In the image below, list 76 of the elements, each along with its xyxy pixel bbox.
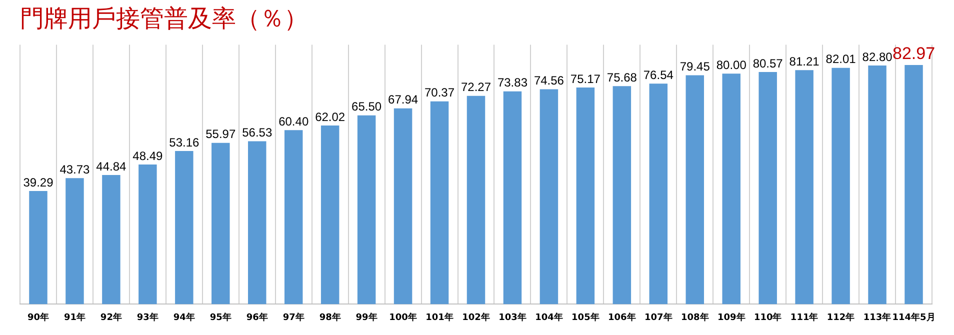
x-tick-label: 100年 [389, 312, 417, 323]
bar [722, 74, 740, 304]
x-tick-label: 113年 [863, 312, 892, 323]
bar [175, 150, 194, 304]
bar [466, 96, 486, 304]
bar [102, 174, 120, 304]
x-tick-label: 90年 [27, 312, 50, 323]
x-tick-label: 93年 [136, 312, 158, 323]
x-tick-label: 102年 [462, 312, 490, 323]
data-label: 73.83 [497, 76, 528, 90]
data-label: 80.57 [752, 56, 784, 70]
bar [649, 84, 668, 304]
bar [904, 65, 923, 304]
x-tick-label: 109年 [717, 312, 746, 323]
data-label: 76.54 [643, 68, 674, 82]
data-label: 75.68 [606, 70, 638, 84]
data-label: 43.73 [60, 162, 90, 176]
x-tick-label: 104年 [535, 312, 563, 323]
data-label: 82.80 [862, 50, 893, 64]
bar [686, 75, 704, 304]
bar [66, 178, 84, 304]
data-label: 80.00 [716, 58, 747, 72]
data-label: 75.17 [570, 72, 601, 86]
bar [576, 88, 595, 304]
x-tick-label: 112年 [826, 312, 855, 323]
x-tick-label: 106年 [608, 312, 636, 323]
data-label: 67.94 [388, 92, 418, 107]
x-tick-label: 99年 [356, 312, 378, 323]
x-tick-label: 111年 [790, 312, 818, 323]
data-label: 82.01 [826, 52, 856, 66]
chart-title: 門牌用戶接管普及率（％） [20, 4, 308, 33]
bar [212, 142, 230, 304]
x-tick-label: 96年 [246, 312, 268, 323]
data-label: 44.84 [96, 159, 127, 174]
x-tick-label: 95年 [210, 312, 232, 323]
bar [394, 108, 412, 304]
data-label: 60.40 [278, 114, 309, 128]
bar [284, 130, 303, 304]
bar [540, 89, 558, 304]
bar [758, 72, 777, 304]
x-tick-label: 107年 [644, 312, 672, 323]
bar [503, 91, 522, 304]
data-label: 39.29 [23, 175, 54, 190]
x-tick-label: 91年 [64, 312, 86, 323]
bar [320, 125, 340, 304]
data-label: 55.97 [206, 127, 236, 142]
x-tick-label: 97年 [282, 312, 304, 323]
data-label: 74.56 [534, 74, 564, 88]
bar [868, 66, 886, 304]
bar [832, 68, 850, 304]
bar [357, 115, 376, 304]
x-tick-label: 98年 [319, 312, 341, 323]
bar [612, 86, 632, 304]
bar [248, 141, 266, 304]
bar [138, 164, 157, 304]
data-label: 62.02 [315, 110, 346, 124]
bar [430, 101, 449, 304]
x-tick-label: 94年 [173, 312, 195, 323]
x-tick-label: 108年 [680, 312, 709, 323]
data-label: 53.16 [169, 135, 200, 150]
data-label: 48.49 [132, 148, 164, 163]
data-label: 79.45 [680, 60, 710, 74]
x-tick-label: 101年 [426, 312, 454, 323]
x-tick-label: 110年 [754, 312, 782, 323]
data-label: 82.97 [892, 44, 936, 64]
x-tick-label: 105年 [572, 312, 600, 323]
x-tick-label: 92年 [100, 312, 122, 323]
data-label: 70.37 [424, 86, 455, 100]
bar [795, 70, 814, 304]
data-label: 65.50 [352, 100, 382, 114]
data-label: 81.21 [789, 54, 820, 68]
x-tick-label: 103年 [498, 312, 526, 323]
data-label: 72.27 [460, 80, 492, 94]
bar [29, 190, 48, 304]
x-tick-label: 114年5月 [892, 312, 936, 323]
data-label: 56.53 [242, 126, 272, 140]
